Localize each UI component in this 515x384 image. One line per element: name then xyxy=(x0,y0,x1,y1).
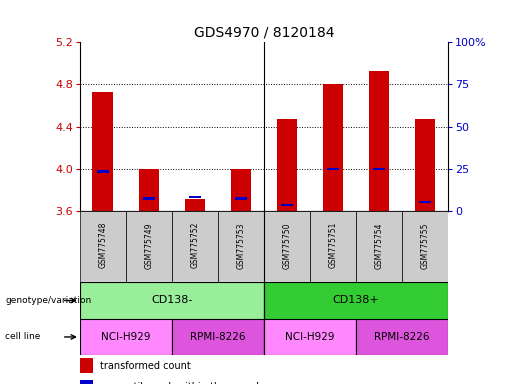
Bar xyxy=(231,169,251,211)
Text: transformed count: transformed count xyxy=(100,361,191,371)
Bar xyxy=(80,358,93,373)
Bar xyxy=(80,319,172,355)
Text: percentile rank within the sample: percentile rank within the sample xyxy=(100,382,265,384)
Bar xyxy=(93,92,113,211)
Bar xyxy=(264,319,356,355)
Bar xyxy=(356,211,402,282)
Text: GSM775749: GSM775749 xyxy=(144,222,153,268)
Text: cell line: cell line xyxy=(5,333,41,341)
Bar xyxy=(189,196,200,198)
Bar xyxy=(419,200,431,203)
Bar xyxy=(80,282,264,319)
Bar xyxy=(373,168,385,170)
Text: GSM775750: GSM775750 xyxy=(282,222,291,268)
Text: NCI-H929: NCI-H929 xyxy=(285,332,335,342)
Text: GSM775748: GSM775748 xyxy=(98,222,107,268)
Text: RPMI-8226: RPMI-8226 xyxy=(190,332,246,342)
Bar xyxy=(322,84,344,211)
Text: GSM775753: GSM775753 xyxy=(236,222,246,268)
Bar xyxy=(310,211,356,282)
Bar xyxy=(97,170,109,173)
Bar xyxy=(328,168,339,170)
Bar xyxy=(172,319,264,355)
Bar xyxy=(356,319,448,355)
Bar xyxy=(415,119,435,211)
Text: GSM775751: GSM775751 xyxy=(329,222,337,268)
Bar xyxy=(139,169,159,211)
Bar xyxy=(264,211,310,282)
Text: GSM775755: GSM775755 xyxy=(421,222,430,268)
Bar xyxy=(172,211,218,282)
Text: CD138+: CD138+ xyxy=(333,295,380,306)
Text: CD138-: CD138- xyxy=(151,295,193,306)
Bar xyxy=(402,211,448,282)
Bar xyxy=(235,197,247,200)
Bar xyxy=(218,211,264,282)
Text: genotype/variation: genotype/variation xyxy=(5,296,91,305)
Text: NCI-H929: NCI-H929 xyxy=(101,332,150,342)
Bar xyxy=(184,199,205,211)
Text: GSM775754: GSM775754 xyxy=(374,222,384,268)
Text: RPMI-8226: RPMI-8226 xyxy=(374,332,430,342)
Bar xyxy=(126,211,172,282)
Bar xyxy=(277,119,297,211)
Bar xyxy=(281,204,293,206)
Bar xyxy=(80,211,126,282)
Text: GSM775752: GSM775752 xyxy=(191,222,199,268)
Title: GDS4970 / 8120184: GDS4970 / 8120184 xyxy=(194,26,334,40)
Bar xyxy=(369,71,389,211)
Bar xyxy=(264,282,448,319)
Bar xyxy=(80,380,93,384)
Bar xyxy=(143,197,154,200)
